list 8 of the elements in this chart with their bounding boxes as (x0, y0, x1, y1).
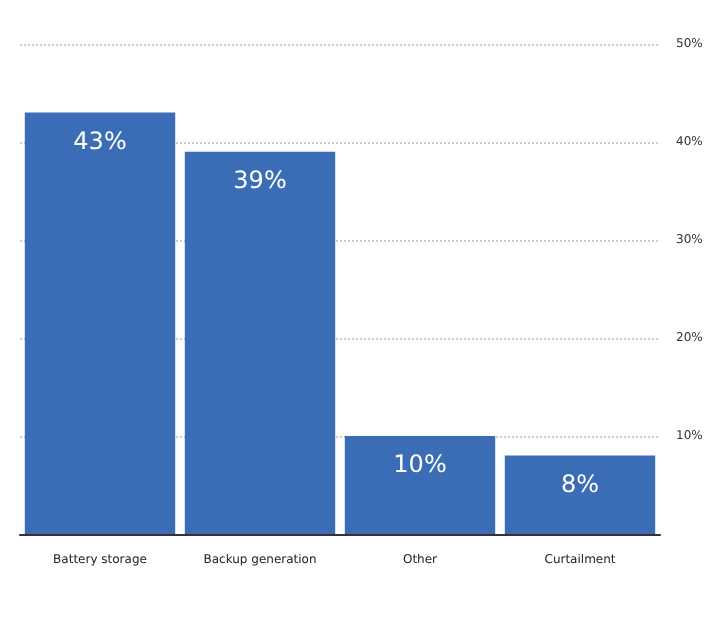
bar (24, 112, 176, 534)
bar (504, 455, 656, 534)
data-label: 43% (73, 126, 127, 155)
bar (344, 436, 496, 534)
data-label: 39% (233, 165, 287, 194)
bar (184, 151, 336, 534)
data-label: 8% (560, 469, 600, 498)
data-label: 10% (393, 450, 447, 478)
